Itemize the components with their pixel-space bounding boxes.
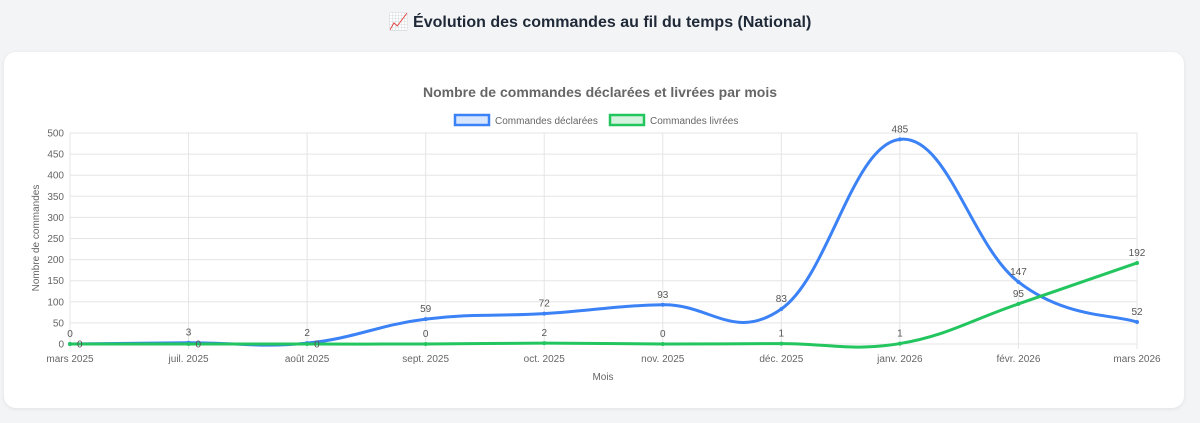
legend-swatch-0 — [453, 113, 491, 127]
data-point — [305, 342, 310, 346]
data-label: 1 — [779, 329, 785, 340]
legend-swatch-1 — [608, 113, 646, 127]
data-label: 52 — [1131, 307, 1143, 318]
data-label: 0 — [196, 340, 202, 351]
data-label: 72 — [539, 299, 551, 310]
series-line-1 — [69, 261, 1138, 349]
data-label: 0 — [660, 329, 666, 340]
data-label: 0 — [423, 329, 429, 340]
data-label: 0 — [67, 329, 73, 340]
y-tick-label: 50 — [53, 318, 65, 329]
chart-title: Nombre de commandes déclarées et livrées… — [423, 84, 777, 100]
data-point — [1016, 279, 1021, 284]
series-line-0 — [69, 137, 1138, 347]
x-tick-label: mars 2025 — [46, 354, 94, 365]
y-tick-label: 0 — [58, 340, 64, 351]
data-point — [1016, 301, 1021, 306]
legend-label-0: Commandes déclarées — [495, 116, 598, 127]
x-axis-title: Mois — [592, 372, 613, 383]
x-tick-label: août 2025 — [285, 354, 330, 365]
x-tick-label: févr. 2026 — [996, 354, 1040, 365]
legend-label-1: Commandes livrées — [650, 116, 738, 127]
page-title: 📈 Évolution des commandes au fil du temp… — [388, 14, 812, 31]
x-tick-label: mars 2026 — [1113, 354, 1161, 365]
x-tick-label: nov. 2025 — [641, 354, 685, 365]
y-tick-label: 150 — [47, 276, 64, 287]
data-label: 0 — [77, 340, 83, 351]
x-tick-label: déc. 2025 — [759, 354, 803, 365]
data-label: 83 — [776, 294, 788, 305]
data-label: 2 — [541, 328, 547, 339]
y-tick-label: 100 — [47, 297, 64, 308]
x-tick-label: sept. 2025 — [402, 354, 449, 365]
y-tick-label: 500 — [47, 129, 64, 140]
data-label: 3 — [186, 328, 192, 339]
x-tick-label: juil. 2025 — [168, 354, 209, 365]
y-tick-label: 450 — [47, 150, 64, 161]
data-label: 95 — [1013, 289, 1025, 300]
data-point — [660, 342, 665, 346]
data-point — [186, 342, 191, 346]
data-point — [660, 302, 665, 307]
data-point — [779, 306, 784, 311]
data-point — [1135, 260, 1139, 265]
data-point — [423, 342, 428, 346]
data-label: 192 — [1129, 248, 1146, 259]
data-point — [542, 311, 547, 316]
data-point — [423, 317, 428, 322]
data-point — [68, 342, 72, 346]
x-tick-label: janv. 2026 — [876, 354, 923, 365]
y-tick-label: 300 — [47, 213, 64, 224]
data-point — [897, 137, 902, 142]
data-label: 485 — [892, 124, 909, 135]
y-tick-label: 400 — [47, 171, 64, 182]
y-tick-label: 200 — [47, 255, 64, 266]
y-tick-label: 350 — [47, 192, 64, 203]
chart-card — [4, 52, 1184, 408]
data-point — [542, 341, 547, 346]
data-point — [779, 341, 784, 346]
data-label: 147 — [1010, 267, 1027, 278]
x-tick-label: oct. 2025 — [524, 354, 566, 365]
data-label: 59 — [420, 304, 432, 315]
data-label: 0 — [314, 340, 320, 351]
data-label: 2 — [304, 328, 310, 339]
data-label: 1 — [897, 329, 903, 340]
data-label: 93 — [657, 290, 669, 301]
y-axis-title: Nombre de commandes — [31, 185, 42, 292]
y-tick-label: 250 — [47, 234, 64, 245]
data-point — [897, 341, 902, 346]
data-point — [1135, 320, 1139, 325]
